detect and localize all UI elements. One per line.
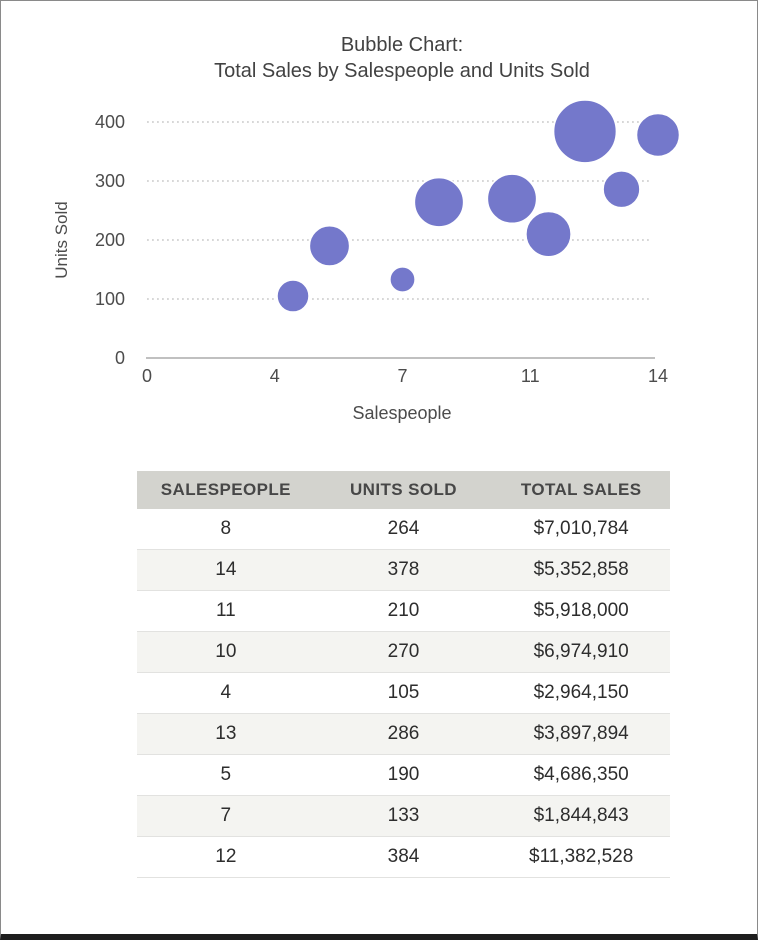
- table-cell: $5,918,000: [492, 590, 670, 632]
- table-row: 8 264 $7,010,784: [137, 509, 670, 550]
- bubble-point: [525, 210, 572, 258]
- x-tick-label: 0: [142, 366, 152, 386]
- table-header-row: SALESPEOPLE UNITS SOLD TOTAL SALES: [137, 471, 670, 509]
- x-tick-label: 4: [270, 366, 280, 386]
- column-header-total-sales: TOTAL SALES: [492, 471, 670, 509]
- y-tick-label: 100: [95, 289, 125, 309]
- y-tick-label: 400: [95, 112, 125, 132]
- bubble-point: [486, 173, 538, 225]
- table-cell: 11: [137, 590, 315, 632]
- table-row: 14 378 $5,352,858: [137, 549, 670, 591]
- table-cell: 105: [314, 672, 493, 714]
- table-row: 12 384 $11,382,528: [137, 836, 670, 878]
- x-tick-label: 11: [521, 366, 540, 386]
- table-cell: 4: [137, 672, 315, 714]
- y-tick-label: 0: [115, 348, 125, 368]
- table-row: 11 210 $5,918,000: [137, 590, 670, 632]
- x-axis-title: Salespeople: [352, 403, 451, 423]
- table-cell: $2,964,150: [492, 672, 670, 714]
- table-cell: 133: [314, 795, 493, 837]
- sales-data-table: SALESPEOPLE UNITS SOLD TOTAL SALES 8 264 $…: [137, 471, 670, 878]
- table-cell: 7: [137, 795, 315, 837]
- table-cell: 13: [137, 713, 315, 755]
- table-cell: 5: [137, 754, 315, 796]
- table-cell: 12: [137, 836, 315, 878]
- table-cell: $3,897,894: [492, 713, 670, 755]
- table-cell: 210: [314, 590, 493, 632]
- column-header-units-sold: UNITS SOLD: [314, 471, 493, 509]
- y-tick-label: 300: [95, 171, 125, 191]
- table-row: 7 133 $1,844,843: [137, 795, 670, 837]
- table-cell: 384: [314, 836, 493, 878]
- table-cell: 378: [314, 549, 493, 591]
- x-tick-label: 14: [648, 366, 668, 386]
- bubble-point: [276, 279, 310, 313]
- x-tick-label: 7: [397, 366, 407, 386]
- table-cell: 270: [314, 631, 493, 673]
- table-cell: 14: [137, 549, 315, 591]
- bubble-point: [413, 176, 465, 228]
- table-cell: $1,844,843: [492, 795, 670, 837]
- chart-title-line2: Total Sales by Salespeople and Units Sol…: [214, 60, 590, 82]
- table-cell: 8: [220, 518, 232, 539]
- table-cell: 264: [387, 518, 420, 539]
- table-cell: 286: [314, 713, 493, 755]
- table-row: 5 190 $4,686,350: [137, 754, 670, 796]
- table-cell: $4,686,350: [492, 754, 670, 796]
- table-row: 13 286 $3,897,894: [137, 713, 670, 755]
- bubble-point: [389, 266, 416, 293]
- table-body: 8 264 $7,010,784 14 378 $5,352,858 11 210 $5,918…: [137, 509, 670, 878]
- bubble-point: [602, 170, 641, 209]
- table-cell: $6,974,910: [492, 631, 670, 673]
- y-tick-label: 200: [95, 230, 125, 250]
- table-row: 4 105 $2,964,150: [137, 672, 670, 714]
- bubble-point: [308, 225, 351, 267]
- chart-title: Bubble Chart: Total Sales by Salespeople…: [1, 32, 757, 84]
- table-row: 10 270 $6,974,910: [137, 631, 670, 673]
- bubble-point: [635, 112, 681, 158]
- bubble-chart-svg: 0 100 200 300 400 0 4 7 11 14 Units Sold Salespeopl…: [52, 99, 681, 423]
- table-cell: 190: [314, 754, 493, 796]
- table-cell: $11,382,528: [492, 836, 670, 878]
- table-cell: $7,010,784: [533, 518, 629, 539]
- chart-title-line1: Bubble Chart:: [340, 34, 464, 56]
- bubble-point: [552, 99, 618, 164]
- column-header-salespeople: SALESPEOPLE: [137, 471, 315, 509]
- y-axis-title: Units Sold: [52, 201, 71, 278]
- table-cell: $5,352,858: [492, 549, 670, 591]
- table-cell: 10: [137, 631, 315, 673]
